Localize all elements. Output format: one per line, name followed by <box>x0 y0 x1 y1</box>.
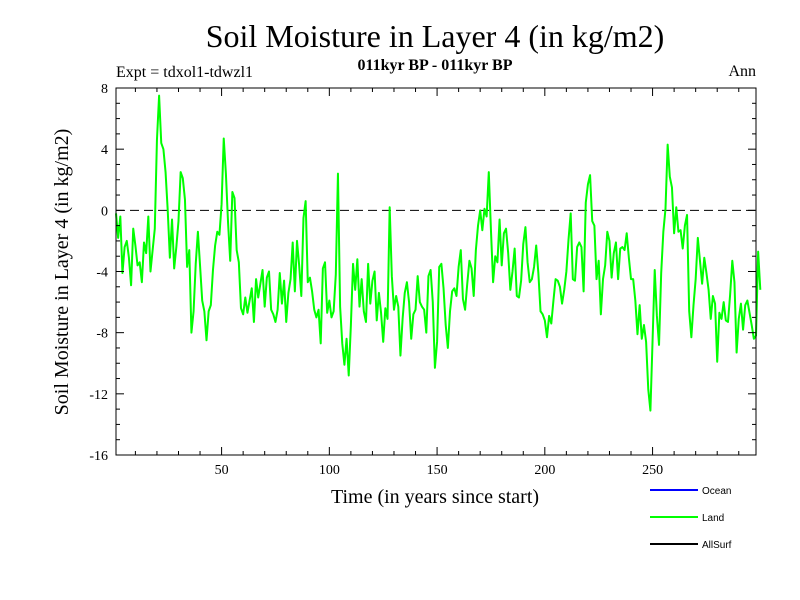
y-tick-label: -4 <box>96 266 108 281</box>
plot-area <box>115 94 762 412</box>
legend-label-ocean: Ocean <box>702 486 731 497</box>
chart-subtitle: 011kyr BP - 011kyr BP <box>358 57 513 74</box>
y-tick-label: -16 <box>89 449 108 464</box>
y-axis-label: Soil Moisture in Layer 4 (in kg/m2) <box>51 129 73 416</box>
axes: 50 100 150 200 250 8 4 0 -4 -8 -12 -16 <box>89 82 757 478</box>
y-tick-label: 4 <box>101 143 108 158</box>
y-tick-label: 8 <box>101 82 108 97</box>
x-tick-label: 50 <box>215 463 229 478</box>
season-label: Ann <box>728 63 756 80</box>
legend: Ocean Land AllSurf <box>650 486 732 551</box>
x-tick-label: 250 <box>642 463 663 478</box>
x-axis-label: Time (in years since start) <box>331 486 539 508</box>
y-tick-label: 0 <box>101 204 108 219</box>
y-tick-label: -12 <box>89 388 108 403</box>
x-tick-label: 100 <box>319 463 340 478</box>
y-tick-label: -8 <box>96 327 108 342</box>
x-tick-label: 150 <box>427 463 448 478</box>
x-tick-label: 200 <box>534 463 555 478</box>
legend-label-allsurf: AllSurf <box>702 540 732 551</box>
series-line-land <box>115 94 762 412</box>
chart-title: Soil Moisture in Layer 4 (in kg/m2) <box>206 18 665 54</box>
experiment-label: Expt = tdxol1-tdwzl1 <box>116 64 253 81</box>
legend-label-land: Land <box>702 513 724 524</box>
